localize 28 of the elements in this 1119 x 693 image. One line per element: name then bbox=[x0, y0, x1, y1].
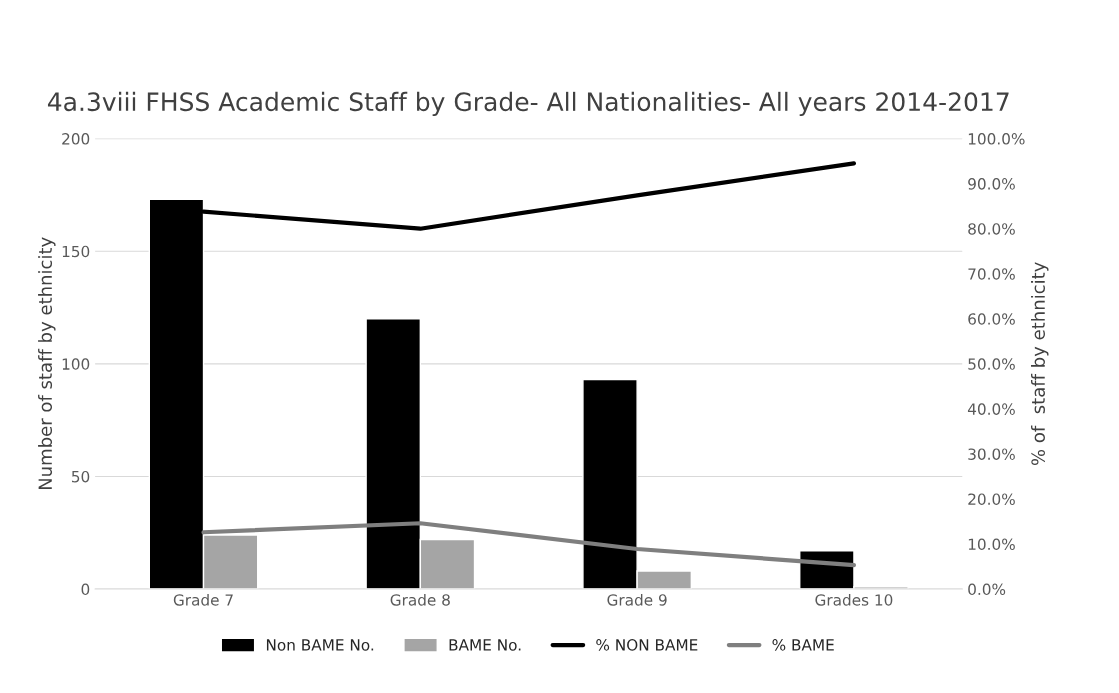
y2-tick-label: 0.0% bbox=[968, 583, 1006, 596]
y2-axis-title: % of staff by ethnicity bbox=[1031, 262, 1049, 466]
y-tick-label: 0 bbox=[81, 583, 90, 596]
legend-label: % BAME bbox=[772, 639, 834, 651]
x-tick-label: Grades 10 bbox=[815, 593, 893, 606]
chart-title: 4a.3viii FHSS Academic Staff by Grade- All Nationalities- All years 2014-2017 bbox=[47, 91, 1009, 117]
y2-tick-label: 80.0% bbox=[968, 223, 1015, 235]
y2-tick-label: 90.0% bbox=[968, 178, 1015, 190]
line-series bbox=[201, 521, 857, 568]
legend-label: % NON BAME bbox=[596, 639, 698, 651]
y-axis-title: Number of staff by ethnicity bbox=[38, 237, 56, 490]
y-tick-label: 200 bbox=[62, 133, 90, 145]
y2-tick-label: 50.0% bbox=[968, 358, 1015, 370]
y-tick-label: 50 bbox=[71, 470, 90, 483]
legend-label: BAME No. bbox=[449, 639, 521, 651]
x-tick-label: Grade 9 bbox=[607, 593, 667, 606]
y2-tick-label: 40.0% bbox=[967, 403, 1015, 415]
y2-tick-label: 100.0% bbox=[968, 133, 1025, 145]
x-tick-label: Grade 8 bbox=[390, 593, 450, 606]
legend-label: Non BAME No. bbox=[266, 639, 374, 651]
y-tick-label: 150 bbox=[62, 245, 90, 258]
y-tick-label: 100 bbox=[62, 358, 90, 370]
y2-tick-label: 10.0% bbox=[968, 538, 1015, 551]
y2-tick-label: 70.0% bbox=[968, 268, 1015, 280]
y2-tick-label: 20.0% bbox=[968, 493, 1015, 505]
x-tick-label: Grade 7 bbox=[173, 593, 233, 606]
y2-tick-label: 30.0% bbox=[968, 448, 1015, 460]
y2-tick-label: 60.0% bbox=[968, 313, 1015, 325]
